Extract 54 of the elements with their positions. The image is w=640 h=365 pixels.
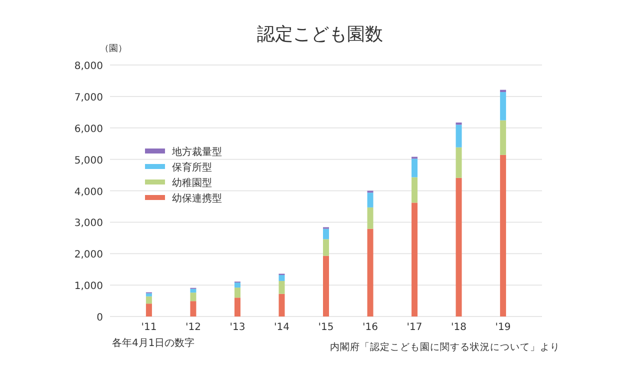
y-tick-label: 6,000 — [74, 124, 103, 135]
y-tick-label: 4,000 — [74, 186, 103, 198]
bar — [146, 304, 152, 316]
bar — [500, 120, 506, 155]
x-tick-label: '17 — [406, 322, 422, 333]
text: 内閣府「認定こども園に関する状況について」より — [330, 341, 560, 353]
legend-label: 幼保連携型 — [172, 192, 222, 204]
x-tick-label: '14 — [274, 322, 290, 333]
bar — [500, 90, 506, 92]
bar — [367, 228, 374, 316]
y-tick-label: 3,000 — [74, 218, 103, 230]
bar — [278, 280, 285, 294]
legend-label: 保育所型 — [172, 162, 212, 174]
bar — [234, 282, 240, 288]
bar — [278, 294, 285, 316]
bar — [456, 178, 462, 316]
chart-title: 認定こども園数 — [257, 24, 383, 45]
y-tick-label: 1,000 — [74, 281, 103, 292]
bar — [234, 288, 240, 298]
bar — [190, 301, 196, 316]
y-tick-label: 5,000 — [74, 155, 103, 166]
text: 各年4月1日の数字 — [112, 337, 195, 349]
bar — [146, 296, 152, 304]
bar — [367, 192, 374, 208]
bar — [190, 292, 196, 302]
bar — [278, 275, 285, 281]
bar — [412, 177, 418, 203]
y-tick-label: 0 — [96, 312, 103, 324]
bar — [234, 298, 240, 316]
x-tick-label: '11 — [141, 322, 157, 333]
bar — [146, 293, 152, 296]
bar — [456, 124, 462, 148]
bar — [500, 92, 506, 120]
bar — [500, 154, 506, 316]
y-tick-label: 7,000 — [74, 92, 103, 104]
bar — [367, 207, 374, 229]
legend-label: 地方裁量型 — [171, 146, 222, 158]
x-tick-label: '13 — [230, 322, 246, 333]
y-tick-label: 2,000 — [74, 250, 103, 261]
bar — [456, 147, 462, 178]
x-tick-label: '15 — [318, 322, 334, 333]
bar — [323, 256, 329, 316]
bar — [323, 228, 329, 240]
bar — [412, 158, 418, 178]
y-axis-title: （園） — [100, 43, 127, 54]
x-tick-label: '12 — [185, 322, 201, 333]
bar — [190, 288, 196, 293]
x-tick-label: '18 — [451, 322, 467, 333]
bar — [412, 202, 418, 316]
x-tick-label: '19 — [495, 322, 511, 333]
x-tick-label: '16 — [362, 322, 378, 333]
y-tick-label: 8,000 — [74, 61, 103, 72]
bar — [323, 239, 329, 256]
legend-label: 幼稚園型 — [172, 177, 212, 189]
